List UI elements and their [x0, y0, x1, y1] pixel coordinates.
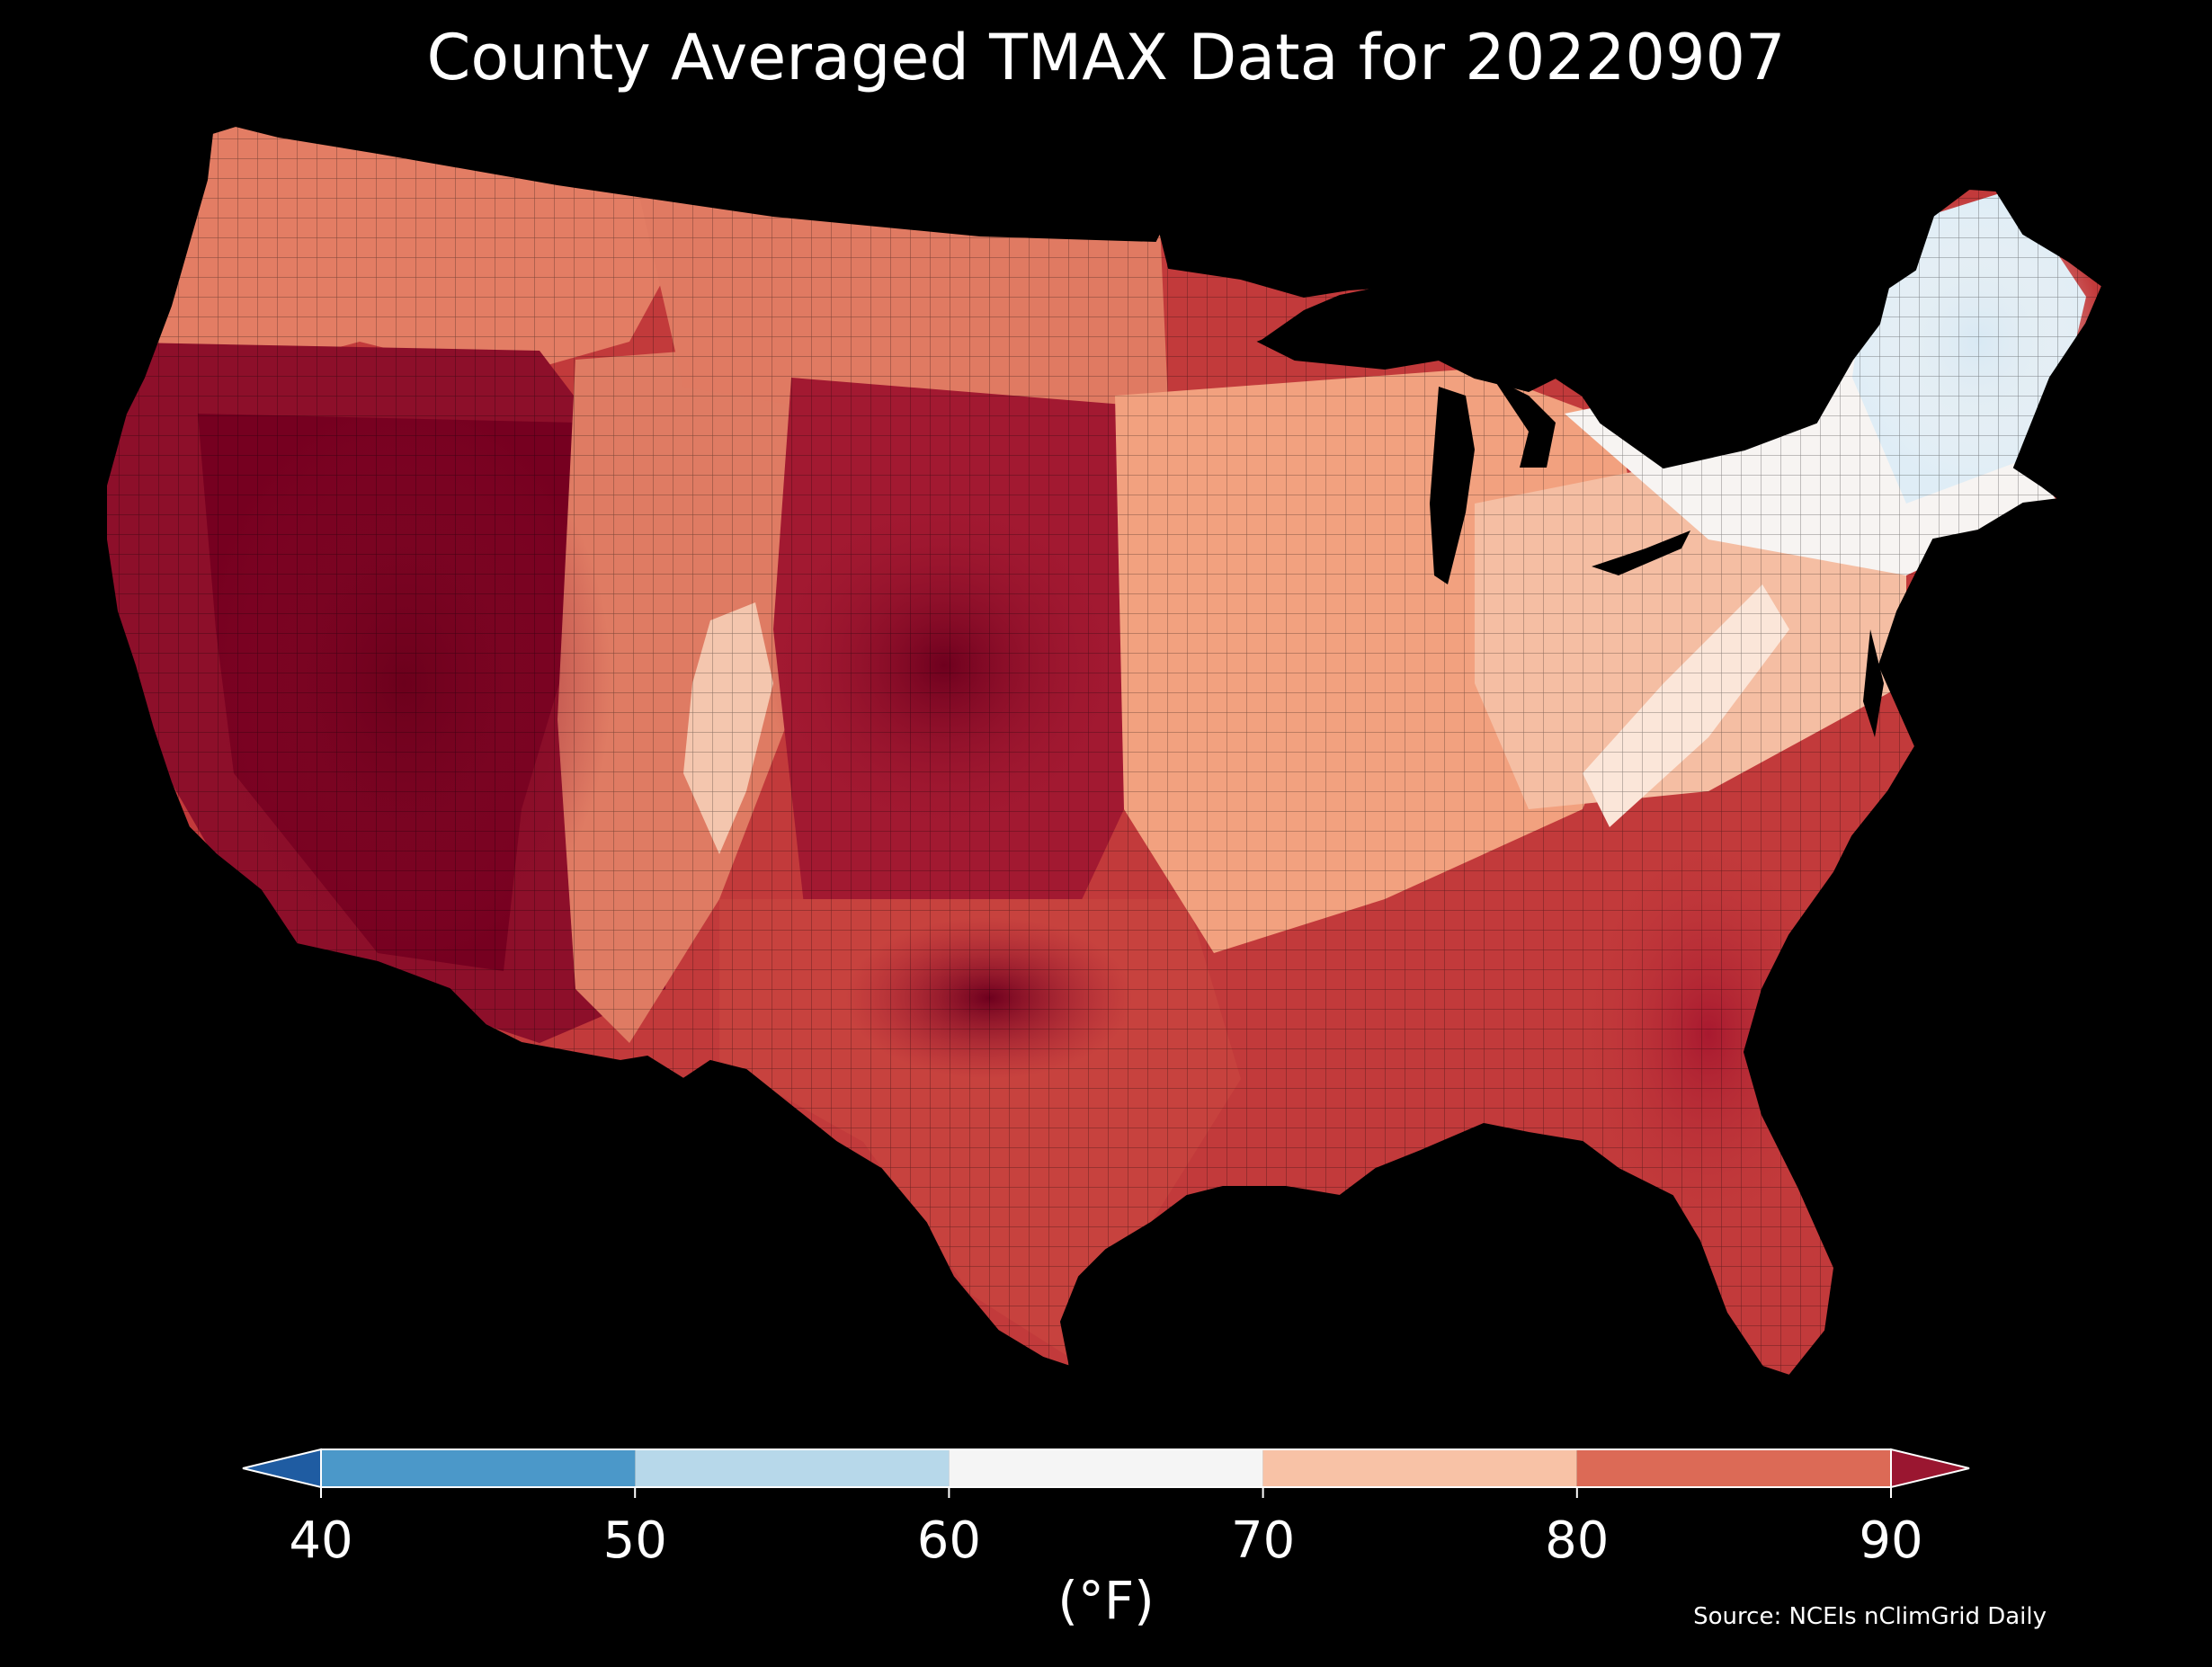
- colorbar-tick-label-1: 50: [603, 1511, 667, 1570]
- county-borders: [106, 126, 2102, 1376]
- colorbar-over-arrow: [1890, 1448, 1970, 1489]
- lake-huron: [1493, 378, 1556, 468]
- colorbar-tick-label-4: 80: [1545, 1511, 1609, 1570]
- us-map: [106, 126, 2102, 1376]
- colorbar-tick-label-5: 90: [1859, 1511, 1922, 1570]
- colorbar-tick-label-2: 60: [917, 1511, 981, 1570]
- colorbar-tick-label-3: 70: [1231, 1511, 1295, 1570]
- lake-erie: [1592, 530, 1690, 575]
- colorbar-bin-2: [949, 1449, 1263, 1487]
- colorbar-bin-4: [1576, 1449, 1891, 1487]
- colorbar-bin-3: [1262, 1449, 1577, 1487]
- source-credit: Source: NCEIs nClimGrid Daily: [1693, 1603, 2047, 1630]
- lake-michigan: [1430, 387, 1475, 584]
- colorbar-bin-1: [635, 1449, 950, 1487]
- colorbar-bin-0: [321, 1449, 636, 1487]
- colorbar: 40 50 60 70 80 90: [0, 1430, 2212, 1663]
- map-title: County Averaged TMAX Data for 20220907: [426, 21, 1786, 94]
- chesapeake-bay: [1863, 629, 1884, 737]
- choropleth-map: [105, 124, 2104, 1377]
- colorbar-under-arrow: [242, 1448, 322, 1489]
- colorbar-frame: [320, 1449, 1892, 1488]
- colorbar-unit-label: (°F): [1057, 1570, 1155, 1631]
- us-outline: [105, 124, 2104, 1377]
- lake-superior: [1259, 288, 1376, 342]
- colorbar-tick-label-0: 40: [289, 1511, 352, 1570]
